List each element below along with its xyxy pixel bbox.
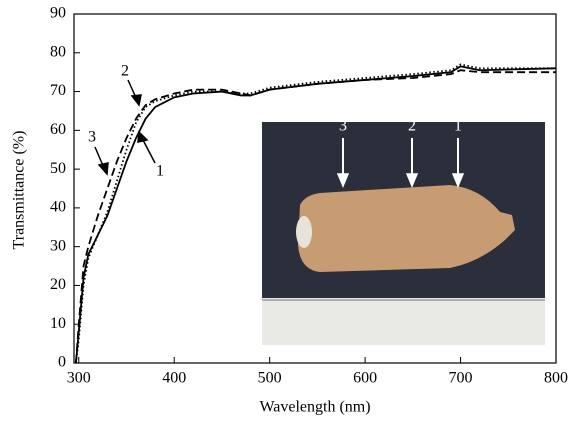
x-tick-label: 800 [544,370,568,387]
y-tick-label: 40 [50,199,66,216]
x-tick-label: 300 [67,370,91,387]
x-axis-title: Wavelength (nm) [259,399,370,416]
inset-label: 1 [454,118,462,135]
x-tick-label: 500 [258,370,282,387]
y-tick-label: 90 [50,5,66,22]
series-label: 1 [156,163,164,180]
y-tick-label: 0 [58,354,66,371]
x-tick-label: 700 [449,370,473,387]
y-tick-label: 50 [50,160,66,177]
series-label: 3 [88,129,96,146]
y-tick-label: 20 [50,276,66,293]
inset-label: 2 [408,118,416,135]
inset-photo [262,122,545,345]
chart: Transmittance (%) Wavelength (nm) 0 10 20 3… [0,0,578,422]
y-tick-label: 30 [50,237,66,254]
y-tick-label: 60 [50,121,66,138]
inset-label: 3 [339,118,347,135]
x-tick-label: 600 [353,370,377,387]
y-axis-title: Transmittance (%) [11,131,28,250]
y-tick-label: 80 [50,43,66,60]
series-label: 2 [121,63,129,80]
x-tick-label: 400 [162,370,186,387]
y-tick-label: 10 [50,315,66,332]
y-tick-label: 70 [50,82,66,99]
